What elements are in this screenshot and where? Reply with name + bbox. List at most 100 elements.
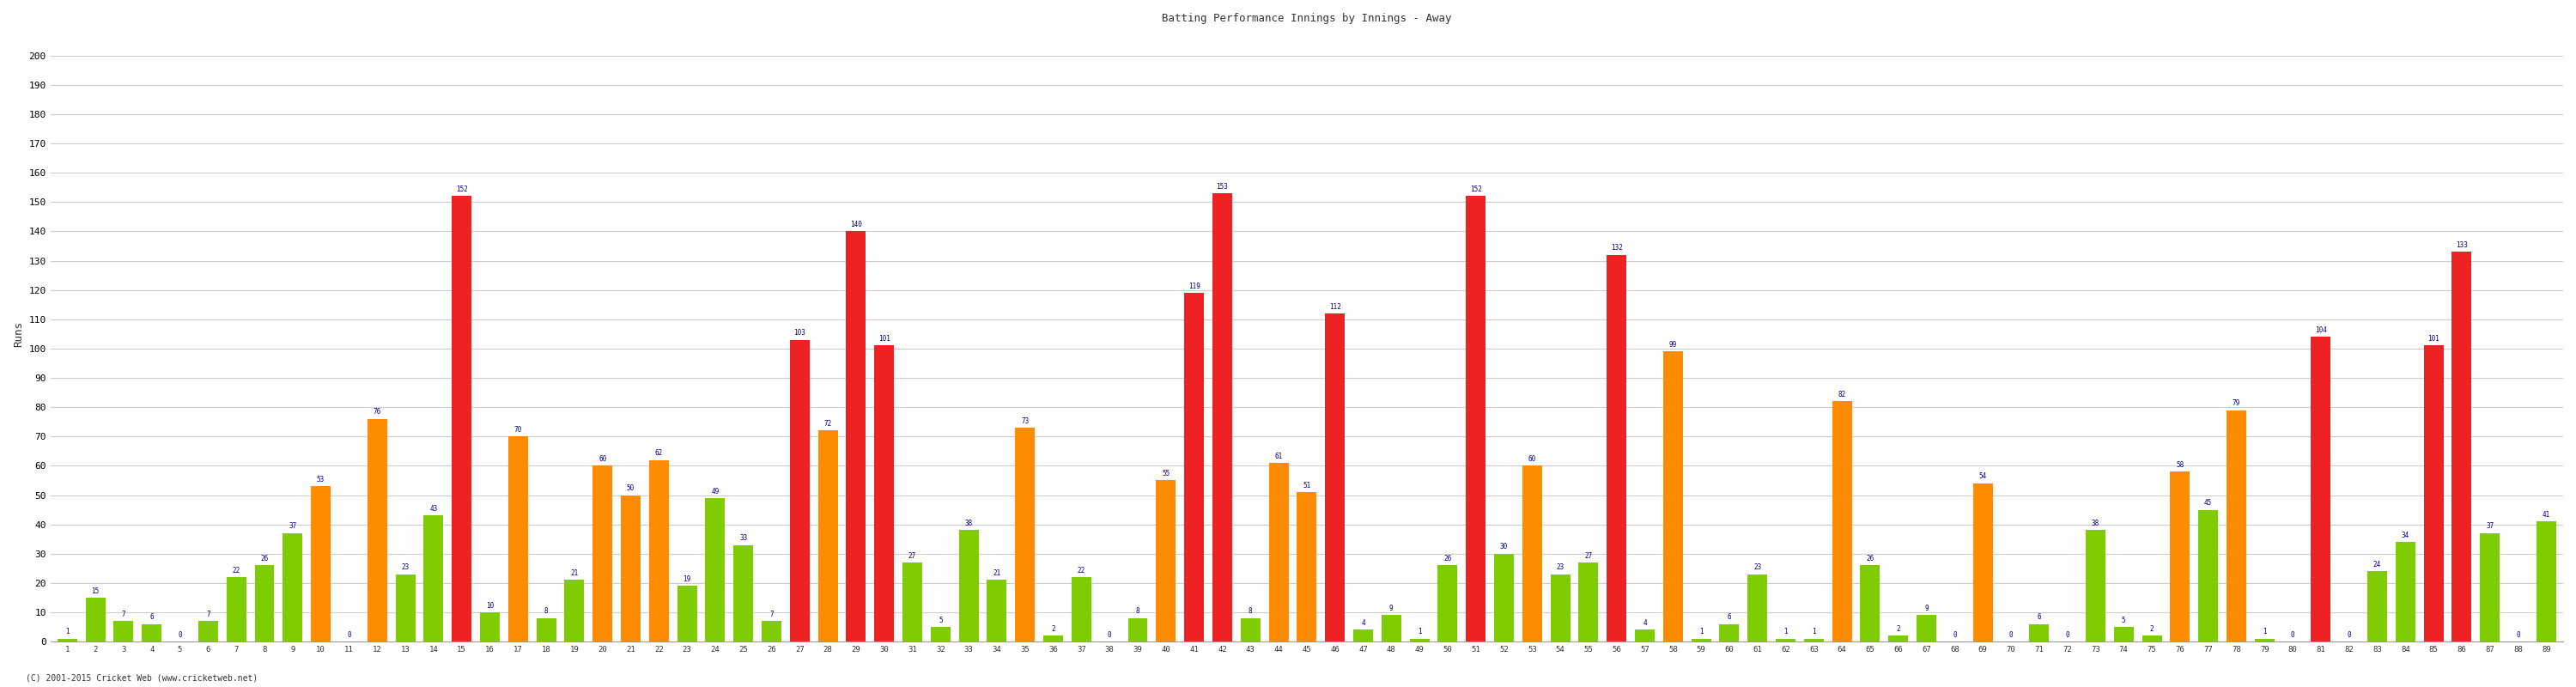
Text: 45: 45 bbox=[2205, 499, 2213, 507]
Text: 62: 62 bbox=[654, 449, 662, 457]
Bar bbox=[1409, 639, 1430, 642]
Text: 6: 6 bbox=[2038, 613, 2040, 621]
Text: 0: 0 bbox=[2066, 631, 2069, 639]
Text: 73: 73 bbox=[1020, 417, 1028, 425]
Text: 70: 70 bbox=[515, 426, 523, 433]
Text: (C) 2001-2015 Cricket Web (www.cricketweb.net): (C) 2001-2015 Cricket Web (www.cricketwe… bbox=[26, 673, 258, 682]
Bar bbox=[1664, 352, 1682, 642]
Bar bbox=[1437, 565, 1458, 642]
Text: 21: 21 bbox=[992, 570, 1002, 577]
Text: 0: 0 bbox=[2517, 631, 2519, 639]
Text: 43: 43 bbox=[430, 505, 438, 513]
Text: 76: 76 bbox=[374, 408, 381, 416]
Bar bbox=[198, 621, 219, 642]
Text: 4: 4 bbox=[1360, 619, 1365, 627]
Bar bbox=[397, 574, 415, 642]
Bar bbox=[1466, 196, 1486, 642]
Text: 22: 22 bbox=[232, 567, 240, 574]
Text: 119: 119 bbox=[1188, 282, 1200, 290]
Text: 26: 26 bbox=[1865, 555, 1875, 563]
Text: 152: 152 bbox=[1471, 185, 1481, 193]
Bar bbox=[1522, 466, 1543, 642]
Text: 55: 55 bbox=[1162, 470, 1170, 477]
Text: 101: 101 bbox=[878, 335, 891, 343]
Text: 0: 0 bbox=[1108, 631, 1113, 639]
Text: 53: 53 bbox=[317, 475, 325, 484]
Bar bbox=[1324, 313, 1345, 642]
Text: 7: 7 bbox=[121, 611, 126, 618]
Text: 153: 153 bbox=[1216, 183, 1229, 190]
Bar bbox=[227, 577, 247, 642]
Bar bbox=[845, 232, 866, 642]
Text: 27: 27 bbox=[909, 552, 917, 559]
Bar bbox=[1579, 563, 1597, 642]
Bar bbox=[2254, 639, 2275, 642]
Bar bbox=[706, 498, 724, 642]
Bar bbox=[1015, 428, 1036, 642]
Bar bbox=[85, 598, 106, 642]
Text: 15: 15 bbox=[93, 587, 100, 595]
Bar bbox=[536, 618, 556, 642]
Bar bbox=[873, 346, 894, 642]
Text: 54: 54 bbox=[1978, 473, 1986, 480]
Title: Batting Performance Innings by Innings - Away: Batting Performance Innings by Innings -… bbox=[1162, 13, 1453, 24]
Bar bbox=[1352, 630, 1373, 642]
Text: 0: 0 bbox=[178, 631, 183, 639]
Text: 21: 21 bbox=[569, 570, 577, 577]
Bar bbox=[2143, 635, 2161, 642]
Text: 0: 0 bbox=[2290, 631, 2295, 639]
Bar bbox=[791, 340, 809, 642]
Bar bbox=[1860, 565, 1880, 642]
Text: 37: 37 bbox=[2486, 523, 2494, 530]
Text: 34: 34 bbox=[2401, 531, 2409, 539]
Text: 22: 22 bbox=[1077, 567, 1084, 574]
Text: 8: 8 bbox=[544, 607, 549, 616]
Text: 23: 23 bbox=[402, 563, 410, 572]
Bar bbox=[592, 466, 613, 642]
Bar bbox=[1888, 635, 1909, 642]
Bar bbox=[422, 516, 443, 642]
Bar bbox=[2396, 542, 2416, 642]
Bar bbox=[1494, 554, 1515, 642]
Text: 9: 9 bbox=[1388, 605, 1394, 612]
Bar bbox=[2481, 533, 2499, 642]
Text: 49: 49 bbox=[711, 487, 719, 495]
Bar bbox=[2197, 510, 2218, 642]
Bar bbox=[2452, 252, 2470, 642]
Text: 1: 1 bbox=[1783, 628, 1788, 635]
Bar bbox=[1692, 639, 1710, 642]
Text: 1: 1 bbox=[1417, 628, 1422, 635]
Text: 19: 19 bbox=[683, 575, 690, 583]
Text: 0: 0 bbox=[2347, 631, 2352, 639]
Y-axis label: Runs: Runs bbox=[13, 321, 23, 347]
Bar bbox=[1242, 618, 1260, 642]
Bar bbox=[1296, 492, 1316, 642]
Text: 132: 132 bbox=[1610, 244, 1623, 252]
Bar bbox=[1803, 639, 1824, 642]
Text: 1: 1 bbox=[64, 628, 70, 635]
Text: 38: 38 bbox=[2092, 519, 2099, 528]
Text: 79: 79 bbox=[2233, 399, 2241, 407]
Bar bbox=[819, 431, 837, 642]
Text: 104: 104 bbox=[2316, 326, 2326, 334]
Bar bbox=[1973, 484, 1994, 642]
Bar bbox=[479, 612, 500, 642]
Text: 133: 133 bbox=[2455, 241, 2468, 249]
Text: 9: 9 bbox=[1924, 605, 1929, 612]
Text: 0: 0 bbox=[1953, 631, 1958, 639]
Text: 1: 1 bbox=[1700, 628, 1703, 635]
Bar bbox=[1043, 635, 1064, 642]
Text: 0: 0 bbox=[348, 631, 350, 639]
Text: 50: 50 bbox=[626, 484, 634, 492]
Text: 7: 7 bbox=[770, 611, 773, 618]
Text: 26: 26 bbox=[260, 555, 268, 563]
Bar bbox=[57, 639, 77, 642]
Text: 99: 99 bbox=[1669, 341, 1677, 348]
Bar bbox=[1775, 639, 1795, 642]
Bar bbox=[1185, 293, 1203, 642]
Bar bbox=[1381, 616, 1401, 642]
Text: 24: 24 bbox=[2372, 561, 2380, 568]
Bar bbox=[621, 495, 641, 642]
Text: 1: 1 bbox=[1811, 628, 1816, 635]
Bar bbox=[1917, 616, 1937, 642]
